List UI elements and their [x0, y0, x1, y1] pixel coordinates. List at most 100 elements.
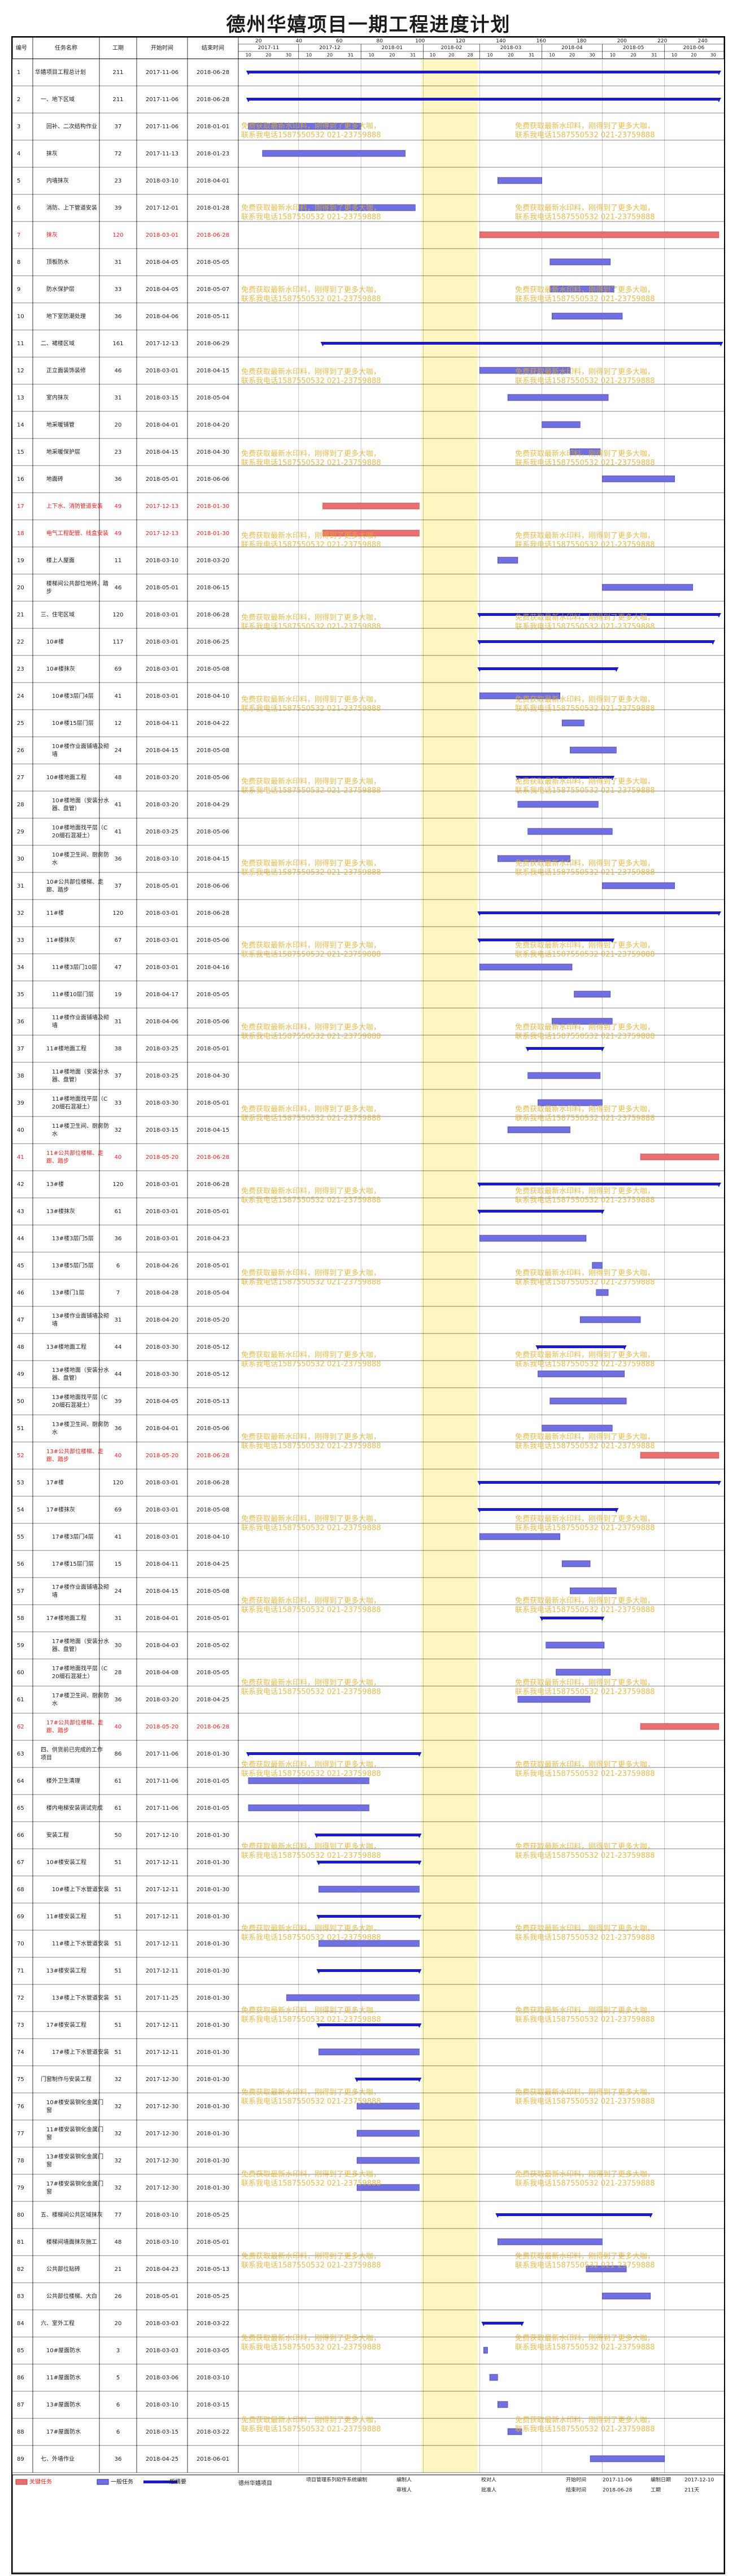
timescale-week-tick: 10 — [487, 53, 493, 58]
task-days: 32 — [115, 2104, 122, 2110]
timescale-day-tick: 120 — [456, 38, 465, 44]
task-no: 60 — [17, 1670, 24, 1676]
summary-bar-start-cap — [477, 1183, 482, 1187]
task-days: 36 — [115, 314, 122, 320]
task-end: 2018-06-25 — [197, 639, 229, 645]
legend-critical-swatch — [15, 2479, 28, 2485]
task-end: 2018-01-30 — [197, 2185, 229, 2191]
task-no: 53 — [17, 1480, 24, 1486]
timescale-week-tick: 20 — [569, 53, 575, 58]
watermark-line: 联系我电话1587550532 021-23759888 — [515, 1032, 655, 1041]
timescale-day-tick: 40 — [296, 38, 303, 44]
task-name: 四、供货前已完成的工作 — [41, 1746, 103, 1753]
task-bar — [517, 801, 599, 808]
timescale-week-tick: 20 — [508, 53, 513, 58]
task-name: 11#楼上下水管道安装 — [52, 1940, 109, 1947]
task-end: 2018-01-30 — [197, 1941, 229, 1947]
task-name: 17#楼地面工程 — [46, 1614, 86, 1622]
task-start: 2018-03-01 — [146, 965, 178, 971]
task-name: 17#屋面防水 — [46, 2428, 81, 2435]
task-start: 2018-04-11 — [146, 720, 178, 727]
task-days: 51 — [115, 1914, 122, 1920]
timescale-week-tick: 10 — [610, 53, 616, 58]
task-days: 48 — [115, 775, 122, 781]
watermark-line: 免费获取最新水印料，刚得到了更多大咖， — [515, 1351, 655, 1359]
watermark-line: 免费获取最新水印料，刚得到了更多大咖， — [515, 859, 655, 868]
task-no: 57 — [17, 1588, 24, 1595]
watermark: 免费获取最新水印料，刚得到了更多大咖， 联系我电话1587550532 021-2… — [515, 941, 655, 959]
task-days: 6 — [116, 1263, 120, 1269]
task-name: 廊、踏步 — [46, 1157, 69, 1165]
task-end: 2018-05-11 — [197, 314, 229, 320]
task-start: 2018-03-20 — [146, 1697, 178, 1703]
task-name: 地采暖保护层 — [46, 448, 80, 455]
summary-bar — [319, 1969, 420, 1972]
task-bar — [497, 177, 542, 184]
task-no: 87 — [17, 2402, 24, 2408]
task-bar — [602, 475, 675, 483]
task-end: 2018-04-30 — [197, 1073, 229, 1079]
task-end: 2018-05-13 — [197, 2266, 229, 2273]
task-no: 62 — [17, 1724, 24, 1730]
footer-start: 2017-11-06 — [603, 2478, 633, 2483]
task-name: 11#楼抹灰 — [46, 936, 75, 944]
task-name: 17#楼安装钢化金属门 — [46, 2180, 103, 2187]
watermark-line: 联系我电话1587550532 021-23759888 — [515, 868, 655, 877]
task-bar — [319, 2048, 420, 2056]
header-days: 工期 — [112, 45, 124, 51]
summary-bar-end-cap — [614, 1508, 619, 1513]
task-bar — [262, 150, 405, 157]
task-bar — [479, 1533, 560, 1540]
task-bar — [590, 2455, 665, 2462]
task-name: 步 — [46, 588, 52, 595]
watermark-line: 免费获取最新水印料，刚得到了更多大咖， — [241, 1269, 381, 1278]
summary-bar-end-cap — [716, 1183, 721, 1187]
summary-bar-start-cap — [477, 640, 482, 645]
task-days: 6 — [116, 2402, 120, 2408]
task-end: 2018-04-10 — [197, 693, 229, 700]
summary-bar-end-cap — [710, 640, 716, 645]
summary-bar-start-cap — [477, 939, 482, 943]
task-name: 11#楼3层门10层 — [52, 963, 97, 971]
task-days: 36 — [115, 1426, 122, 1432]
watermark-line: 免费获取最新水印料，刚得到了更多大咖， — [515, 2334, 655, 2343]
watermark-line: 免费获取最新水印料，刚得到了更多大咖， — [241, 859, 381, 868]
task-no: 81 — [17, 2239, 24, 2245]
timescale-day-tick: 100 — [415, 38, 425, 44]
task-days: 31 — [115, 1615, 122, 1622]
task-name: 17#楼卫生间、厨房防 — [52, 1692, 109, 1699]
task-bar — [497, 2401, 508, 2408]
watermark-line: 联系我电话1587550532 021-23759888 — [515, 295, 655, 303]
task-bar — [479, 1235, 587, 1242]
task-no: 28 — [17, 802, 24, 808]
task-end: 2018-03-05 — [197, 2348, 229, 2354]
watermark: 免费获取最新水印料，刚得到了更多大咖， 联系我电话1587550532 021-2… — [515, 204, 655, 222]
watermark-line: 联系我电话1587550532 021-23759888 — [515, 1688, 655, 1696]
watermark-line: 免费获取最新水印料，刚得到了更多大咖， — [515, 204, 655, 212]
summary-bar-start-cap — [246, 98, 251, 102]
task-end: 2018-06-28 — [197, 1724, 229, 1730]
watermark: 免费获取最新水印料，刚得到了更多大咖， 联系我电话1587550532 021-2… — [241, 696, 381, 714]
task-no: 24 — [17, 693, 24, 700]
task-days: 37 — [115, 883, 122, 889]
watermark-line: 免费获取最新水印料，刚得到了更多大咖， — [241, 122, 381, 131]
watermark-line: 免费获取最新水印料，刚得到了更多大咖， — [515, 1269, 655, 1278]
task-bar — [497, 557, 518, 564]
task-bar — [556, 1669, 610, 1676]
summary-bar-end-cap — [716, 911, 721, 916]
watermark: 免费获取最新水印料，刚得到了更多大咖， 联系我电话1587550532 021-2… — [515, 859, 655, 878]
task-start: 2018-04-05 — [146, 1398, 178, 1405]
timescale-day-tick: 60 — [336, 38, 343, 44]
task-start: 2017-12-10 — [146, 1832, 178, 1839]
task-start: 2018-04-23 — [146, 2266, 178, 2273]
summary-bar-end-cap — [716, 71, 721, 75]
watermark-line: 联系我电话1587550532 021-23759888 — [515, 2179, 655, 2188]
task-no: 79 — [17, 2185, 24, 2191]
task-bar — [538, 1099, 603, 1106]
timescale-week-tick: 10 — [246, 53, 251, 58]
watermark-line: 免费获取最新水印料，刚得到了更多大咖， — [241, 1351, 381, 1359]
task-no: 21 — [17, 612, 24, 618]
task-days: 51 — [115, 2049, 122, 2056]
task-start: 2018-03-30 — [146, 1344, 178, 1350]
task-name: 内墙抹灰 — [46, 177, 69, 184]
